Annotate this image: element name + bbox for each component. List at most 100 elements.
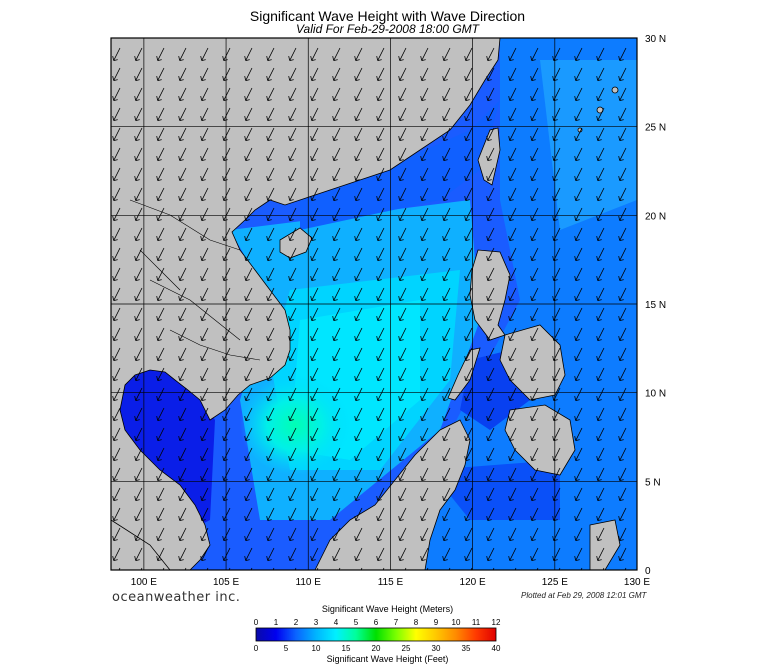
wave-arrow: [420, 87, 429, 101]
wave-arrow: [464, 307, 473, 321]
wave-arrow: [134, 187, 143, 201]
wave-arrow: [156, 507, 165, 521]
wave-arrow: [376, 487, 385, 501]
wave-arrow: [310, 287, 319, 301]
wave-arrow: [112, 407, 121, 421]
wave-arrow: [266, 147, 275, 161]
wave-arrow: [112, 307, 121, 321]
wave-arrow: [244, 527, 253, 541]
colorbar-meter-label: 3: [314, 618, 319, 627]
wave-arrow: [156, 327, 165, 341]
wave-arrow: [398, 307, 407, 321]
sumatra-corner: [111, 519, 171, 570]
wave-arrow: [354, 387, 363, 401]
wave-arrow: [178, 447, 187, 461]
wave-arrow: [222, 307, 231, 321]
wave-arrow: [486, 427, 495, 441]
latitude-tick-label: 5 N: [645, 477, 661, 488]
wave-arrow: [178, 107, 187, 121]
wave-arrow: [178, 507, 187, 521]
wave-arrow: [354, 347, 363, 361]
wave-arrow: [376, 367, 385, 381]
wave-arrow: [398, 167, 407, 181]
wave-arrow: [486, 527, 495, 541]
wave-arrow: [222, 387, 231, 401]
wave-arrow: [288, 67, 297, 81]
colorbar-meter-label: 1: [274, 618, 279, 627]
wave-arrow: [354, 87, 363, 101]
wave-arrow: [156, 107, 165, 121]
wave-arrow: [310, 227, 319, 241]
wave-arrow: [156, 247, 165, 261]
wave-arrow: [574, 207, 583, 221]
wave-arrow: [574, 467, 583, 481]
wave-arrow: [288, 307, 297, 321]
wave-arrow: [354, 147, 363, 161]
wave-arrow: [420, 247, 429, 261]
lat-lon-grid: [111, 38, 637, 570]
wave-arrow: [398, 207, 407, 221]
wave-arrow: [244, 127, 253, 141]
wave-arrow: [596, 67, 605, 81]
wave-arrow: [420, 427, 429, 441]
colorbar-feet-tick: 10: [312, 644, 321, 653]
wave-arrow: [332, 507, 341, 521]
wave-arrow: [508, 227, 517, 241]
wave-arrow: [112, 467, 121, 481]
wave-arrow: [596, 427, 605, 441]
wave-arrow: [354, 227, 363, 241]
wave-arrow: [618, 227, 627, 241]
wave-arrow: [596, 167, 605, 181]
wave-arrow: [244, 207, 253, 221]
colorbar-feet-tick: 40: [492, 644, 501, 653]
wave-arrow: [464, 227, 473, 241]
wave-arrow: [332, 207, 341, 221]
wave-arrow: [178, 207, 187, 221]
wave-arrow: [354, 307, 363, 321]
wave-arrow: [596, 467, 605, 481]
wave-arrow: [530, 487, 539, 501]
wave-arrow: [332, 307, 341, 321]
wave-arrow: [266, 407, 275, 421]
wave-arrow: [596, 487, 605, 501]
wave-arrow: [134, 67, 143, 81]
wave-arrow: [464, 207, 473, 221]
wave-arrow: [530, 347, 539, 361]
wave-arrow: [134, 227, 143, 241]
wave-arrow: [464, 247, 473, 261]
wave-arrow: [398, 427, 407, 441]
wave-arrow: [354, 327, 363, 341]
wave-arrow: [310, 467, 319, 481]
wave-arrow: [574, 107, 583, 121]
wave-arrow: [332, 147, 341, 161]
wave-arrow: [530, 107, 539, 121]
wave-arrow: [200, 407, 209, 421]
wave-arrow: [508, 287, 517, 301]
wave-arrow: [442, 247, 451, 261]
wave-arrow: [266, 507, 275, 521]
wave-arrow: [288, 247, 297, 261]
wave-arrow: [596, 547, 605, 561]
wave-arrow: [354, 507, 363, 521]
wave-arrow: [332, 367, 341, 381]
wave-arrow: [200, 147, 209, 161]
wave-arrow: [596, 187, 605, 201]
wave-arrow: [596, 267, 605, 281]
wave-arrow: [508, 147, 517, 161]
wave-arrow: [508, 247, 517, 261]
wave-arrow: [508, 427, 517, 441]
wave-arrow: [310, 167, 319, 181]
wave-arrow: [442, 327, 451, 341]
colorbar-meter-label: 5: [354, 618, 359, 627]
wave-arrow: [464, 547, 473, 561]
wave-arrow: [530, 287, 539, 301]
colorbar-meter-label: 7: [394, 618, 399, 627]
wave-arrow: [420, 407, 429, 421]
wave-arrow: [134, 367, 143, 381]
wave-arrow: [354, 367, 363, 381]
colorbar-title: Significant Wave Height (Meters): [321, 604, 454, 614]
wave-arrow: [442, 87, 451, 101]
longitude-tick-label: 100 E: [131, 577, 157, 588]
wave-arrow: [420, 307, 429, 321]
wave-arrow: [530, 507, 539, 521]
